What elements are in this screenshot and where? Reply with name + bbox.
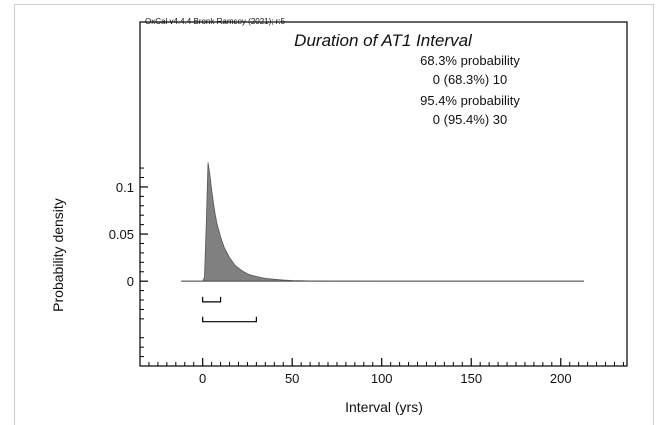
annotation-95-range: 0 (95.4%) 30 <box>433 112 507 127</box>
chart-frame <box>14 4 654 425</box>
x-tick-label: 150 <box>460 371 482 386</box>
y-tick-label: 0.1 <box>116 180 134 195</box>
x-tick-label: 0 <box>199 371 206 386</box>
annotation-68-range: 0 (68.3%) 10 <box>433 72 507 87</box>
major-ticks <box>140 186 562 366</box>
credit-text: OxCal v4.4.4 Bronk Ramsey (2021); r:5 <box>145 17 286 26</box>
x-tick-label: 100 <box>371 371 393 386</box>
annotation-95-heading: 95.4% probability <box>420 93 520 108</box>
x-tick-label: 200 <box>550 371 572 386</box>
x-axis-label: Interval (yrs) <box>345 399 423 415</box>
range-bracket-68-3pct <box>202 296 222 303</box>
range-brackets <box>202 296 257 323</box>
annotation-68-heading: 68.3% probability <box>420 53 520 68</box>
y-axis-label: Probability density <box>50 198 66 312</box>
x-tick-label: 50 <box>285 371 299 386</box>
y-tick-label: 0.05 <box>109 227 134 242</box>
y-tick-label: 0 <box>127 274 134 289</box>
chart-title: Duration of AT1 Interval <box>294 31 473 50</box>
plot-area <box>139 21 628 367</box>
range-bracket-95-4pct <box>202 316 257 323</box>
density-area <box>181 162 585 282</box>
minor-ticks <box>140 167 624 366</box>
tick-labels: 0 50 100 150 200 0 0.05 0.1 <box>109 180 572 386</box>
